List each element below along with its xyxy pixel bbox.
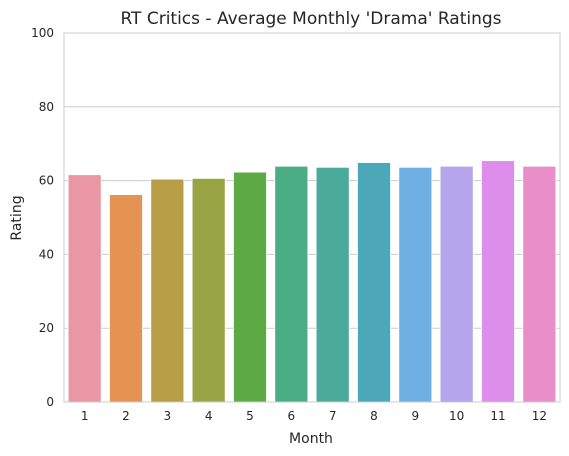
bar-month-12 bbox=[522, 165, 557, 403]
bar-month-4 bbox=[191, 177, 226, 403]
x-tick-label: 10 bbox=[449, 409, 464, 423]
x-tick-label: 12 bbox=[532, 409, 547, 423]
y-tick-label: 20 bbox=[39, 321, 54, 335]
x-tick-label: 1 bbox=[81, 409, 89, 423]
bar-month-10 bbox=[439, 165, 474, 403]
plot-frame bbox=[63, 32, 561, 403]
x-tick-label: 5 bbox=[246, 409, 254, 423]
chart-title: RT Critics - Average Monthly 'Drama' Rat… bbox=[120, 9, 501, 29]
bar-month-8 bbox=[357, 162, 391, 403]
x-axis-label: Month bbox=[289, 431, 333, 447]
bar-month-3 bbox=[150, 178, 185, 403]
bar-month-2 bbox=[109, 194, 143, 403]
bar-month-1 bbox=[67, 174, 102, 403]
bar-month-7 bbox=[315, 166, 350, 403]
x-tick-label: 8 bbox=[370, 409, 378, 423]
y-tick-label: 100 bbox=[31, 26, 54, 40]
bar-month-6 bbox=[274, 165, 309, 403]
y-tick-label: 0 bbox=[46, 395, 54, 409]
x-axis-ticks: 1 2 3 4 5 6 7 8 9 10 11 12 bbox=[81, 409, 547, 423]
bar-month-11 bbox=[481, 160, 515, 403]
x-tick-label: 6 bbox=[288, 409, 296, 423]
y-axis-label: Rating bbox=[9, 195, 25, 240]
x-tick-label: 9 bbox=[412, 409, 420, 423]
y-tick-label: 60 bbox=[39, 174, 54, 188]
x-tick-label: 4 bbox=[205, 409, 213, 423]
y-tick-label: 40 bbox=[39, 247, 54, 261]
x-tick-label: 7 bbox=[329, 409, 337, 423]
bar-month-5 bbox=[233, 171, 267, 403]
bars bbox=[67, 160, 557, 403]
x-tick-label: 2 bbox=[122, 409, 130, 423]
y-axis-ticks: 0 20 40 60 80 100 bbox=[31, 26, 54, 409]
y-tick-label: 80 bbox=[39, 100, 54, 114]
bar-month-9 bbox=[398, 166, 433, 403]
x-tick-label: 3 bbox=[164, 409, 172, 423]
x-tick-label: 11 bbox=[490, 409, 505, 423]
